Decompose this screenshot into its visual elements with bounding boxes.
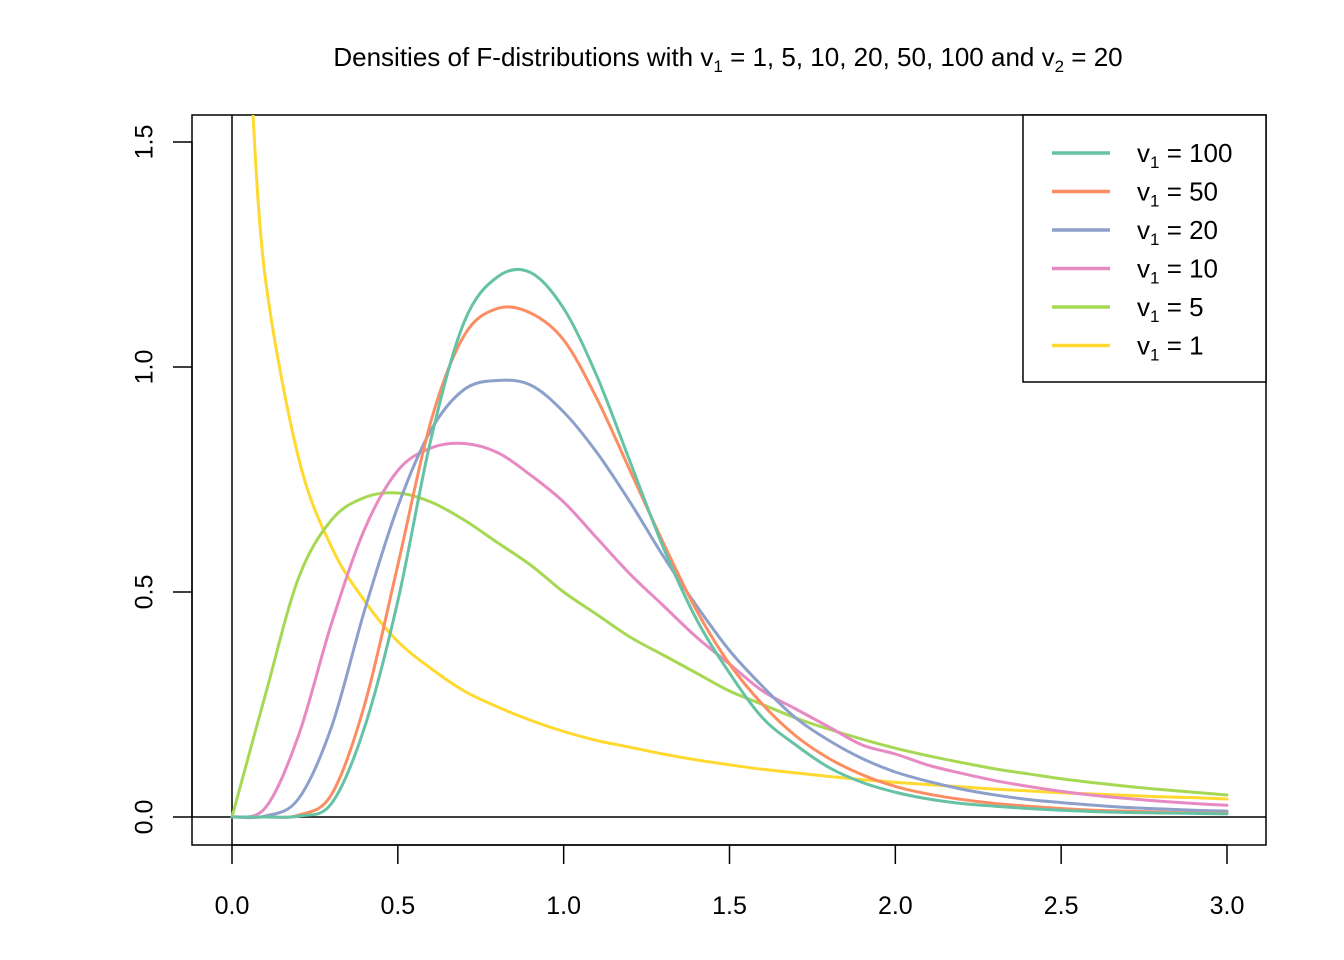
legend-value: = 20 xyxy=(1159,215,1218,245)
legend-symbol: v xyxy=(1137,292,1150,322)
y-tick-label: 1.5 xyxy=(131,125,159,160)
legend-symbol: v xyxy=(1137,254,1150,284)
title-v2-subscript: 2 xyxy=(1055,57,1064,76)
legend-entry-label: v1 = 1 xyxy=(1137,331,1204,365)
title-v1-symbol: v xyxy=(700,42,713,72)
legend-subscript: 1 xyxy=(1150,307,1159,326)
legend-entry-label: v1 = 50 xyxy=(1137,177,1218,211)
chart-title: Densities of F-distributions with v1 = 1… xyxy=(333,42,1122,76)
y-tick-label: 1.0 xyxy=(131,350,159,385)
legend-symbol: v xyxy=(1137,215,1150,245)
title-v1-values: = 1, 5, 10, 20, 50, 100 and xyxy=(723,42,1042,72)
legend-entry-label: v1 = 5 xyxy=(1137,292,1204,326)
series-layer xyxy=(230,115,1229,820)
legend-value: = 50 xyxy=(1159,177,1218,207)
x-tick-label: 2.0 xyxy=(878,892,913,920)
title-v1-subscript: 1 xyxy=(713,57,722,76)
series-line xyxy=(230,305,1229,819)
reference-lines xyxy=(192,115,1266,845)
legend-subscript: 1 xyxy=(1150,192,1159,211)
y-axis: 0.0 0.5 1.0 1.5 xyxy=(131,125,193,835)
legend-symbol: v xyxy=(1137,177,1150,207)
legend-value: = 5 xyxy=(1159,292,1203,322)
legend-entry-label: v1 = 20 xyxy=(1137,215,1218,249)
legend-value: = 10 xyxy=(1159,254,1218,284)
legend-subscript: 1 xyxy=(1150,153,1159,172)
legend-subscript: 1 xyxy=(1150,230,1159,249)
title-prefix: Densities of F-distributions with xyxy=(333,42,700,72)
series-line xyxy=(230,378,1229,820)
series-line xyxy=(230,441,1229,819)
title-v2-value: = 20 xyxy=(1064,42,1123,72)
legend-entry-label: v1 = 100 xyxy=(1137,138,1232,172)
legend-value: = 1 xyxy=(1159,331,1203,361)
legend-value: = 100 xyxy=(1159,138,1232,168)
legend-symbol: v xyxy=(1137,138,1150,168)
legend-entry-label: v1 = 10 xyxy=(1137,254,1218,288)
series-line xyxy=(230,491,1229,819)
title-v2-symbol: v xyxy=(1042,42,1055,72)
series-line xyxy=(251,115,1229,801)
x-tick-label: 0.5 xyxy=(380,892,415,920)
y-tick-label: 0.0 xyxy=(131,800,159,835)
legend-symbol: v xyxy=(1137,331,1150,361)
legend-box xyxy=(1022,114,1267,383)
x-tick-label: 3.0 xyxy=(1210,892,1245,920)
y-tick-label: 0.5 xyxy=(131,575,159,610)
x-tick-label: 0.0 xyxy=(215,892,250,920)
legend-subscript: 1 xyxy=(1150,346,1159,365)
series-line xyxy=(230,267,1229,819)
x-tick-label: 1.0 xyxy=(546,892,581,920)
x-axis: 0.0 0.5 1.0 1.5 2.0 2.5 3.0 xyxy=(215,844,1245,920)
legend-subscript: 1 xyxy=(1150,269,1159,288)
x-tick-label: 2.5 xyxy=(1044,892,1079,920)
x-tick-label: 1.5 xyxy=(712,892,747,920)
